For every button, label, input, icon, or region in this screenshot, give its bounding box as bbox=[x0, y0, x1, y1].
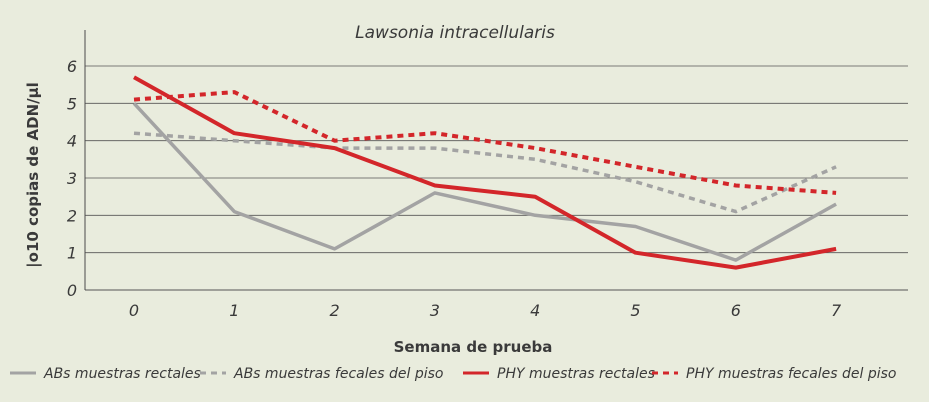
legend-label: PHY muestras fecales del piso bbox=[686, 366, 897, 382]
y-tick-label: 6 bbox=[67, 57, 77, 76]
x-tick-label: 1 bbox=[229, 301, 239, 320]
y-tick-label: 5 bbox=[67, 94, 77, 113]
y-tick-label: 1 bbox=[67, 244, 77, 263]
x-tick-label: 5 bbox=[630, 301, 640, 320]
legend-label: ABs muestras rectales bbox=[43, 366, 201, 382]
x-tick-label: 6 bbox=[731, 301, 741, 320]
series-line-3 bbox=[133, 75, 837, 270]
series-line-4 bbox=[133, 90, 837, 195]
y-tick-label: 0 bbox=[67, 281, 77, 300]
chart-title: Lawsonia intracellularis bbox=[355, 23, 555, 43]
y-tick-label: 2 bbox=[67, 206, 77, 225]
y-tick-label: 3 bbox=[67, 169, 77, 188]
x-tick-label: 2 bbox=[330, 301, 340, 320]
x-tick-label: 7 bbox=[831, 301, 842, 320]
y-tick-label: 4 bbox=[67, 132, 77, 151]
x-tick-label: 4 bbox=[530, 301, 540, 320]
legend: ABs muestras rectales ABs muestras fecale… bbox=[10, 366, 897, 382]
series-line-2 bbox=[133, 131, 837, 214]
x-tick-label: 0 bbox=[129, 301, 139, 320]
x-tick-labels: 0 1 2 3 4 5 6 7 bbox=[129, 301, 842, 320]
y-axis-label: |o10 copias de ADN/µl bbox=[24, 82, 43, 268]
x-tick-label: 3 bbox=[430, 301, 440, 320]
series-line-1 bbox=[132, 102, 837, 262]
grid-lines bbox=[85, 65, 908, 291]
legend-label: ABs muestras fecales del piso bbox=[233, 366, 443, 382]
series-lines bbox=[132, 75, 837, 270]
x-axis-label: Semana de prueba bbox=[394, 338, 553, 356]
y-tick-labels: 0 1 2 3 4 5 6 bbox=[67, 57, 77, 300]
legend-label: PHY muestras rectales bbox=[497, 366, 655, 382]
